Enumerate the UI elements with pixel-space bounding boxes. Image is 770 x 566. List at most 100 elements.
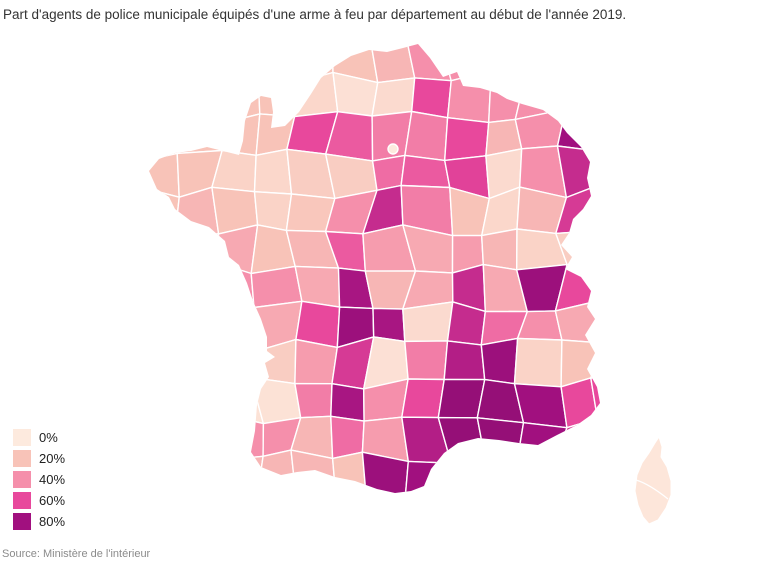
department-cell[interactable] [513,337,563,388]
department-cell[interactable] [217,376,265,425]
department-cell[interactable] [257,36,301,83]
department-cell[interactable] [217,347,263,380]
department-cell[interactable] [253,148,293,195]
department-cell[interactable] [177,453,222,503]
legend-label: 60% [39,493,66,508]
department-cell[interactable] [221,113,261,157]
department-cell[interactable] [437,416,486,464]
department-cell[interactable] [481,228,518,271]
department-cell[interactable] [556,145,606,199]
department-cell[interactable] [592,70,643,117]
department-cell[interactable] [561,40,597,78]
paris-region[interactable] [387,143,399,155]
department-cell[interactable] [135,108,181,162]
department-cell[interactable] [400,154,451,189]
department-cell[interactable] [404,110,449,162]
department-cell[interactable] [257,73,300,118]
department-cell[interactable] [183,297,221,352]
department-cell[interactable] [144,223,187,264]
department-cell[interactable] [136,299,186,352]
department-cell[interactable] [592,183,637,234]
department-cell[interactable] [177,412,220,462]
corsica-department-border [635,479,669,500]
legend-item: 80% [13,513,65,530]
department-cell[interactable] [553,450,603,500]
department-cell[interactable] [294,382,333,419]
department-cell[interactable] [372,307,406,343]
department-cell[interactable] [479,36,527,75]
department-cell[interactable] [294,338,338,385]
department-cell[interactable] [480,337,519,385]
departments-layer[interactable] [134,35,643,503]
department-cell[interactable] [516,422,568,466]
legend-item: 40% [13,471,65,488]
department-cell[interactable] [137,450,179,503]
department-cell[interactable] [590,342,644,385]
legend-item: 0% [13,429,65,446]
department-cell[interactable] [135,79,181,118]
department-cell[interactable] [253,190,293,232]
department-cell[interactable] [172,37,224,84]
department-cell[interactable] [516,459,556,503]
department-cell[interactable] [256,449,297,499]
department-cell[interactable] [595,300,634,352]
department-cell[interactable] [561,70,599,117]
department-cell[interactable] [290,449,337,500]
department-cell[interactable] [176,108,224,155]
department-cell[interactable] [592,230,642,274]
department-cell[interactable] [293,71,339,118]
department-cell[interactable] [172,70,224,125]
department-cell[interactable] [174,232,220,264]
department-cell[interactable] [137,152,180,198]
department-cell[interactable] [404,460,452,496]
figure-title: Part d'agents de police municipale équip… [3,7,627,22]
department-cell[interactable] [134,35,178,84]
department-cell[interactable] [217,297,263,351]
corsica-region[interactable] [634,435,672,525]
department-cell[interactable] [136,384,181,429]
department-cell[interactable] [444,116,490,162]
department-cell[interactable] [178,378,220,429]
legend-swatch [13,513,31,530]
department-cell[interactable] [556,108,606,153]
department-cell[interactable] [443,340,486,381]
department-cell[interactable] [599,151,642,187]
department-cell[interactable] [216,455,264,501]
department-cell[interactable] [136,416,181,455]
department-cell[interactable] [476,417,525,462]
department-cell[interactable] [596,109,642,163]
department-cell[interactable] [401,378,445,419]
department-cell[interactable] [411,77,452,119]
department-cell[interactable] [484,457,524,504]
legend-label: 0% [39,430,58,445]
department-cell[interactable] [250,265,303,309]
department-cell[interactable] [402,301,454,343]
department-cell[interactable] [331,451,367,499]
department-cell[interactable] [361,451,409,498]
department-cell[interactable] [592,42,643,76]
legend-swatch [13,429,31,446]
department-cell[interactable] [595,261,642,305]
department-cell[interactable] [596,418,632,457]
department-cell[interactable] [590,377,644,425]
department-cell[interactable] [330,383,365,422]
legend: 0% 20% 40% 60% 80% [13,429,65,534]
department-cell[interactable] [184,262,221,302]
department-cell[interactable] [438,457,489,494]
department-cell[interactable] [138,259,187,312]
department-cell[interactable] [178,347,220,386]
department-cell[interactable] [513,36,565,78]
department-cell[interactable] [370,37,416,84]
department-cell[interactable] [249,338,297,385]
department-cell[interactable] [136,346,185,389]
department-cell[interactable] [330,415,365,460]
department-cell[interactable] [514,73,567,121]
department-cell[interactable] [404,340,449,381]
legend-label: 80% [39,514,66,529]
department-cell[interactable] [371,77,416,117]
department-cell[interactable] [602,451,640,500]
department-cell[interactable] [222,37,261,75]
